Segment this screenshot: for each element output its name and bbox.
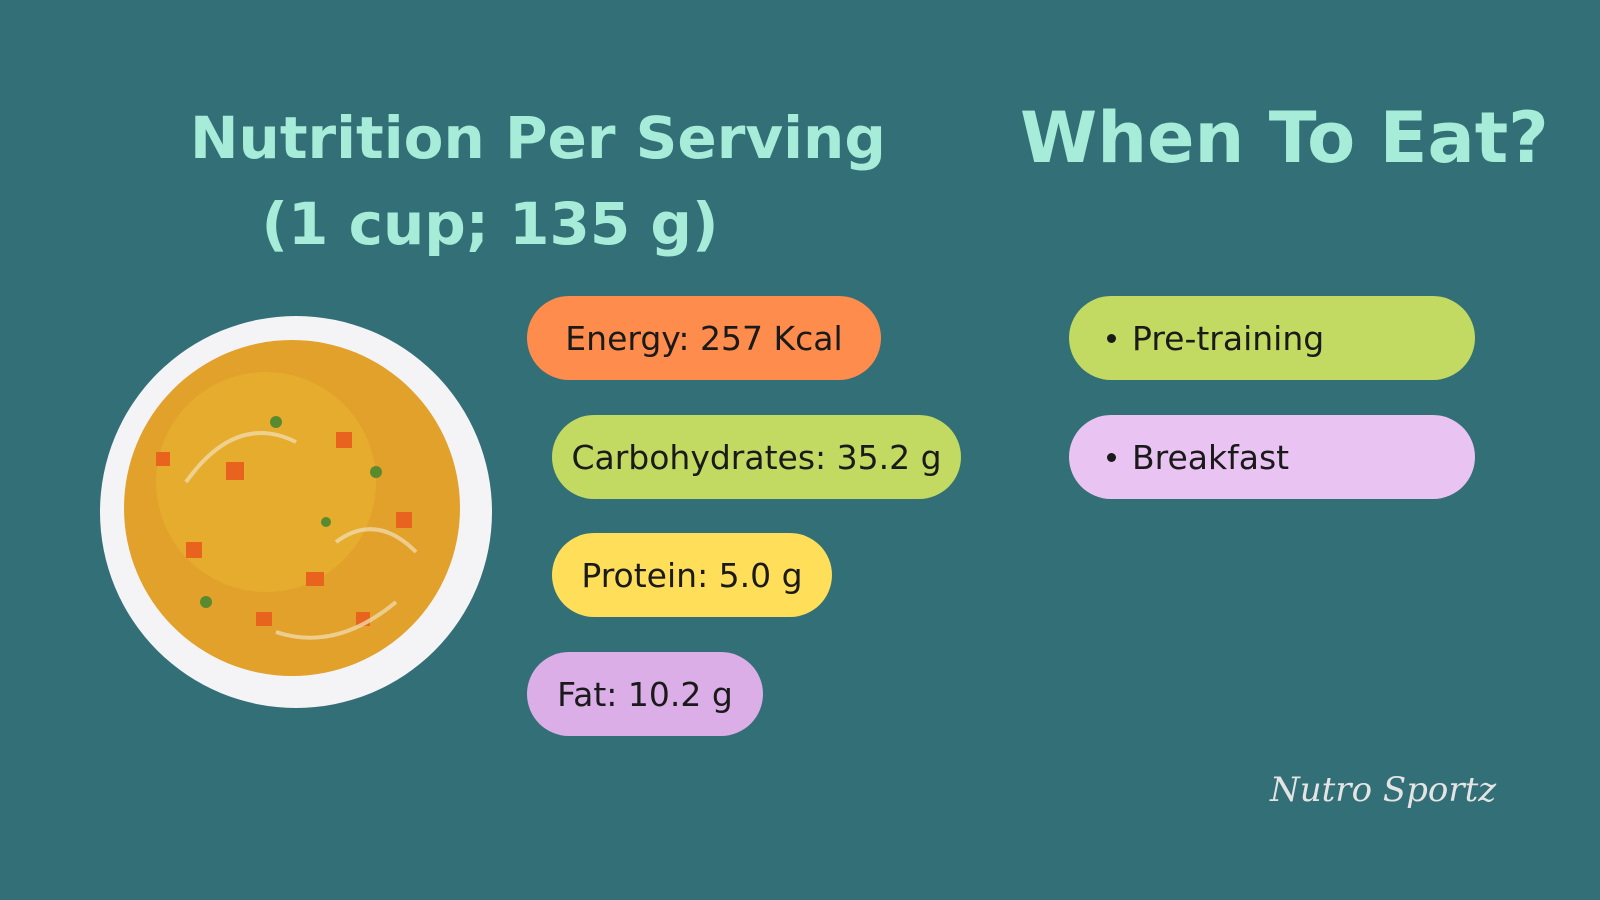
nutrient-pill: Protein: 5.0 g	[552, 533, 832, 617]
bullet	[1107, 452, 1116, 462]
nutrition-title: Nutrition Per Serving (1 cup; 135 g)	[190, 95, 886, 267]
title-line: (1 cup; 135 g)	[261, 190, 719, 258]
nutrient-pill: Fat: 10.2 g	[527, 652, 763, 736]
food-image	[100, 316, 492, 708]
bullet	[1107, 333, 1116, 343]
when-pill: Breakfast	[1069, 415, 1475, 499]
when-title: When To Eat?	[1020, 97, 1549, 179]
nutrient-pill: Energy: 257 Kcal	[527, 296, 881, 380]
title-line: Nutrition Per Serving	[190, 104, 886, 172]
when-item: Pre-training	[1132, 318, 1325, 358]
when-item: Breakfast	[1132, 437, 1290, 477]
brand-logo: Nutro Sportz	[1270, 770, 1497, 810]
when-pill: Pre-training	[1069, 296, 1475, 380]
nutrient-pill: Carbohydrates: 35.2 g	[552, 415, 961, 499]
